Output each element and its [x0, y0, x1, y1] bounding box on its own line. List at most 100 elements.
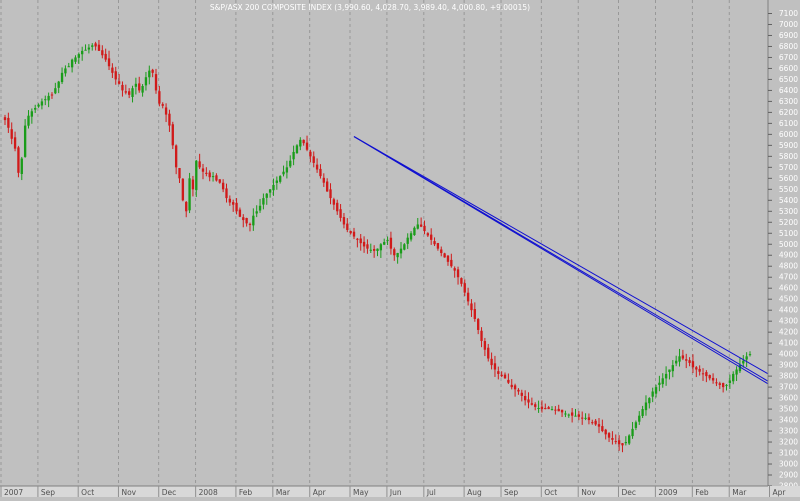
y-tick-label: 4900 — [779, 251, 798, 260]
candle-body — [597, 424, 601, 427]
candle-body — [705, 372, 708, 377]
chart-title: S&P/ASX 200 COMPOSITE INDEX (3,990.60, 4… — [210, 3, 530, 12]
candle-body — [564, 413, 567, 415]
y-tick-label: 6300 — [779, 97, 798, 106]
candle-body — [530, 403, 534, 405]
candle-body — [594, 420, 597, 425]
candle-body — [403, 244, 406, 250]
candle-body — [701, 373, 705, 375]
candle-body — [40, 101, 44, 106]
y-tick-label: 5000 — [779, 240, 798, 249]
candle-body — [312, 156, 315, 163]
candle-body — [460, 278, 463, 284]
candle-body — [218, 179, 221, 183]
candle-body — [430, 234, 433, 240]
candle-body — [161, 104, 164, 106]
candle-body — [285, 167, 289, 173]
candle-body — [171, 124, 174, 146]
candle-body — [262, 198, 265, 205]
candle-body — [544, 408, 547, 410]
candle-body — [195, 160, 198, 191]
candle-body — [322, 177, 325, 183]
candle-body — [708, 375, 711, 379]
candle-body — [520, 392, 523, 396]
y-tick-label: 4000 — [779, 350, 798, 359]
candle-body — [151, 69, 154, 73]
candle-body — [87, 47, 91, 50]
candle-body — [114, 71, 117, 80]
y-tick-label: 5400 — [779, 196, 798, 205]
candle-body — [255, 211, 258, 214]
candle-body — [57, 81, 60, 88]
x-tick-label: Sep — [504, 488, 518, 497]
candle-body — [104, 53, 107, 60]
candle-body — [651, 391, 654, 397]
candle-body — [487, 347, 490, 359]
candle-body — [117, 81, 121, 84]
y-tick-label: 4400 — [779, 306, 798, 315]
candle-body — [675, 360, 678, 364]
candle-body — [346, 223, 349, 230]
candle-body — [81, 50, 84, 55]
candle-body — [3, 117, 7, 121]
candle-body — [574, 415, 577, 417]
x-tick-label: Dec — [162, 488, 177, 497]
candle-body — [493, 363, 497, 370]
y-tick-label: 3700 — [779, 383, 798, 392]
candle-body — [174, 145, 178, 168]
x-tick-label: Mar — [732, 488, 747, 497]
candle-body — [23, 125, 27, 157]
candle-body — [205, 172, 208, 174]
candle-body — [34, 107, 37, 110]
candle-body — [181, 178, 185, 201]
candle-body — [500, 374, 503, 377]
x-tick-label: 2007 — [4, 488, 23, 497]
candle-body — [369, 249, 372, 251]
x-tick-label: May — [353, 488, 369, 497]
candle-body — [644, 402, 648, 411]
candle-body — [37, 104, 40, 107]
candle-body — [473, 309, 476, 319]
candle-body — [477, 319, 480, 330]
x-tick-label: Jul — [426, 488, 436, 497]
candle-body — [641, 409, 644, 416]
candle-body — [446, 255, 450, 262]
x-tick-label: Oct — [544, 488, 557, 497]
candle-body — [332, 199, 336, 205]
candle-body — [336, 202, 339, 212]
candle-body — [695, 367, 698, 370]
candle-body — [570, 412, 574, 416]
y-tick-label: 7100 — [779, 9, 798, 18]
candle-body — [393, 249, 396, 256]
candle-body — [426, 233, 430, 236]
y-tick-label: 2900 — [779, 471, 798, 480]
candle-body — [242, 217, 245, 221]
candle-body — [248, 223, 252, 225]
y-tick-label: 4600 — [779, 284, 798, 293]
candle-body — [208, 172, 211, 178]
candle-body — [309, 151, 312, 157]
candle-body — [221, 182, 225, 190]
x-tick-label: Mar — [276, 488, 291, 497]
candle-body — [748, 354, 752, 356]
candle-body — [67, 66, 70, 68]
candle-body — [97, 44, 101, 51]
y-tick-label: 5300 — [779, 207, 798, 216]
candle-body — [329, 189, 332, 199]
candle-body — [433, 241, 436, 245]
candle-body — [698, 368, 701, 372]
candle-body — [443, 253, 446, 258]
candle-body — [188, 178, 191, 211]
y-tick-label: 5700 — [779, 163, 798, 172]
candle-body — [319, 168, 322, 177]
candle-body — [138, 83, 141, 91]
candle-body — [124, 91, 127, 93]
candle-body — [238, 209, 242, 217]
candle-body — [17, 147, 20, 173]
candle-body — [232, 202, 235, 205]
candle-body — [20, 158, 23, 174]
candle-body — [245, 217, 248, 224]
